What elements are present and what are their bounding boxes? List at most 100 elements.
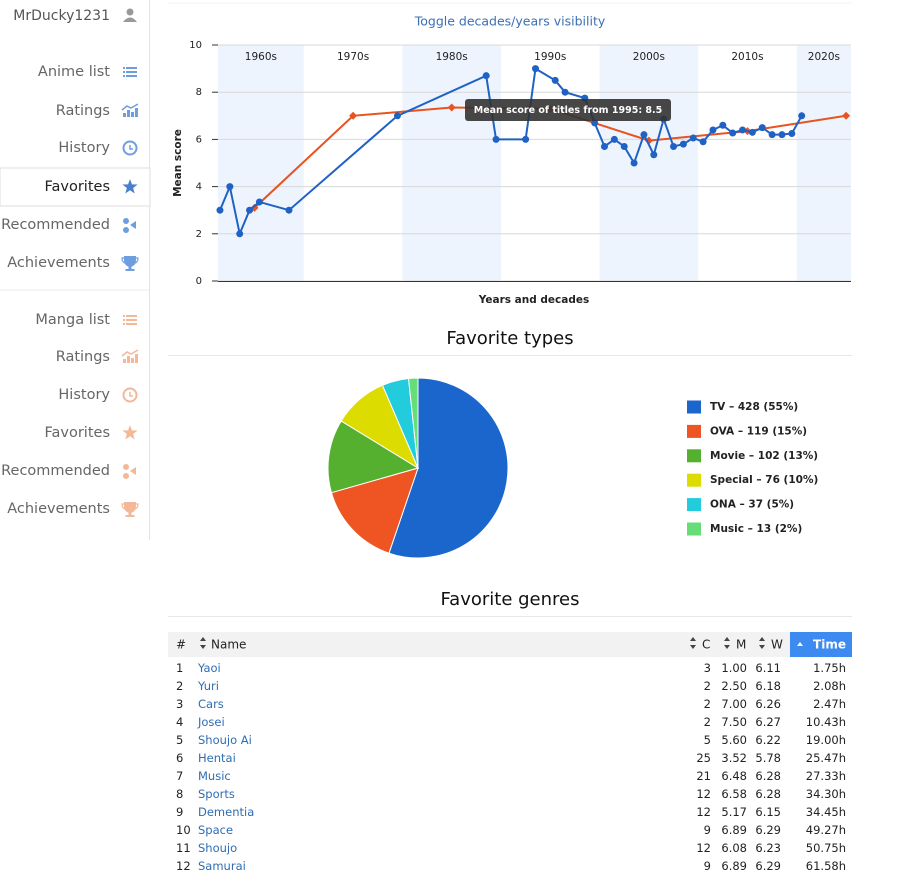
genre-link[interactable]: Josei bbox=[197, 715, 225, 729]
legend-swatch[interactable] bbox=[687, 473, 701, 487]
menu-item[interactable]: Ratings bbox=[56, 349, 110, 365]
genre-link[interactable]: Shoujo Ai bbox=[198, 733, 252, 747]
table-cell: 5 bbox=[176, 733, 183, 747]
menu-item[interactable]: Recommended bbox=[1, 463, 110, 479]
table-cell: 6.22 bbox=[755, 733, 781, 747]
table-cell: 12 bbox=[176, 859, 191, 873]
decade-point bbox=[842, 111, 851, 120]
decade-label: 2000s bbox=[633, 51, 665, 63]
icon-part bbox=[123, 315, 125, 317]
toggle-link[interactable]: Toggle decades/years visibility bbox=[414, 14, 606, 29]
user-icon bbox=[126, 8, 134, 16]
menu-item[interactable]: Anime list bbox=[38, 64, 110, 80]
legend-swatch[interactable] bbox=[687, 498, 701, 512]
icon-part bbox=[123, 227, 129, 233]
decade-label: 1980s bbox=[436, 51, 468, 63]
genre-link[interactable]: Cars bbox=[198, 697, 224, 711]
table-cell: 5 bbox=[704, 733, 711, 747]
table-cell: 3 bbox=[704, 661, 711, 675]
genre-link[interactable]: Hentai bbox=[198, 751, 236, 765]
icon-part bbox=[121, 349, 139, 357]
table-cell: 1.75h bbox=[813, 661, 846, 675]
y-tick-label: 6 bbox=[196, 134, 202, 145]
menu-item[interactable]: Favorites bbox=[45, 425, 111, 441]
menu-icon bbox=[122, 387, 138, 403]
table-cell: 2.47h bbox=[813, 697, 846, 711]
column-header[interactable]: Name bbox=[211, 638, 246, 652]
icon-part bbox=[122, 140, 138, 156]
year-point bbox=[689, 134, 697, 142]
table-cell: 2 bbox=[704, 697, 711, 711]
icon-part bbox=[131, 112, 134, 117]
decade-label: 1970s bbox=[337, 51, 369, 63]
legend-swatch[interactable] bbox=[687, 522, 701, 536]
table-cell: 9 bbox=[176, 805, 183, 819]
menu-item[interactable]: Achievements bbox=[7, 501, 110, 517]
table-cell: 19.00h bbox=[806, 733, 846, 747]
column-header[interactable]: W bbox=[771, 638, 783, 652]
genre-link[interactable]: Space bbox=[198, 823, 233, 837]
genre-link[interactable]: Sports bbox=[198, 787, 235, 801]
genre-link[interactable]: Yaoi bbox=[197, 661, 221, 675]
table-cell: 61.58h bbox=[806, 859, 846, 873]
genre-link[interactable]: Samurai bbox=[198, 859, 246, 873]
column-header[interactable]: Time bbox=[813, 638, 846, 652]
legend-label[interactable]: OVA – 119 (15%) bbox=[710, 425, 807, 437]
icon-part bbox=[135, 354, 138, 363]
table-cell: 7.50 bbox=[721, 715, 747, 729]
legend-label[interactable]: ONA – 37 (5%) bbox=[710, 499, 794, 511]
menu-item[interactable]: Favorites bbox=[45, 179, 111, 195]
menu-item[interactable]: Manga list bbox=[35, 312, 110, 328]
legend-swatch[interactable] bbox=[687, 424, 701, 438]
genre-link[interactable]: Dementia bbox=[198, 805, 254, 819]
menu-item[interactable]: Achievements bbox=[7, 255, 110, 271]
table-cell: 50.75h bbox=[806, 841, 846, 855]
table-cell: 2.08h bbox=[813, 679, 846, 693]
menu-item[interactable]: Recommended bbox=[1, 217, 110, 233]
column-header[interactable]: M bbox=[736, 638, 746, 652]
year-point bbox=[739, 126, 747, 134]
menu-item[interactable]: History bbox=[58, 140, 110, 156]
menu-icon bbox=[123, 315, 137, 325]
year-point bbox=[729, 129, 737, 137]
column-header[interactable]: # bbox=[176, 638, 186, 652]
year-point bbox=[285, 206, 293, 214]
menu-icon bbox=[121, 349, 139, 363]
menu-icon bbox=[121, 256, 139, 271]
legend-label[interactable]: TV – 428 (55%) bbox=[710, 401, 798, 413]
table-cell: 5.78 bbox=[755, 751, 781, 765]
legend-label[interactable]: Special – 76 (10%) bbox=[710, 474, 818, 486]
table-cell: 6.28 bbox=[755, 787, 781, 801]
column-header[interactable]: C bbox=[702, 638, 710, 652]
legend-swatch[interactable] bbox=[687, 400, 701, 414]
year-point bbox=[393, 112, 401, 120]
table-cell: 2 bbox=[176, 679, 183, 693]
username[interactable]: MrDucky1231 bbox=[13, 8, 110, 24]
year-point bbox=[551, 76, 559, 84]
icon-part bbox=[124, 256, 136, 271]
year-point bbox=[610, 135, 618, 143]
table-cell: 7 bbox=[176, 769, 183, 783]
legend-swatch[interactable] bbox=[687, 449, 701, 463]
legend-label[interactable]: Music – 13 (2%) bbox=[710, 523, 802, 535]
menu-item[interactable]: Ratings bbox=[56, 103, 110, 119]
table-cell: 2 bbox=[704, 679, 711, 693]
icon-part bbox=[129, 392, 133, 397]
genre-link[interactable]: Shoujo bbox=[198, 841, 237, 855]
table-cell: 12 bbox=[696, 787, 711, 801]
decade-band bbox=[599, 45, 699, 281]
table-cell: 6.89 bbox=[721, 823, 747, 837]
genre-link[interactable]: Music bbox=[198, 769, 231, 783]
year-point bbox=[591, 119, 599, 127]
icon-part bbox=[121, 503, 139, 510]
year-point bbox=[561, 88, 569, 96]
table-cell: 9 bbox=[704, 859, 711, 873]
decade-point bbox=[349, 111, 358, 120]
genre-link[interactable]: Yuri bbox=[197, 679, 219, 693]
icon-part bbox=[126, 75, 137, 77]
legend-label[interactable]: Movie – 102 (13%) bbox=[710, 450, 818, 462]
menu-item[interactable]: History bbox=[58, 387, 110, 403]
table-cell: 27.33h bbox=[806, 769, 846, 783]
